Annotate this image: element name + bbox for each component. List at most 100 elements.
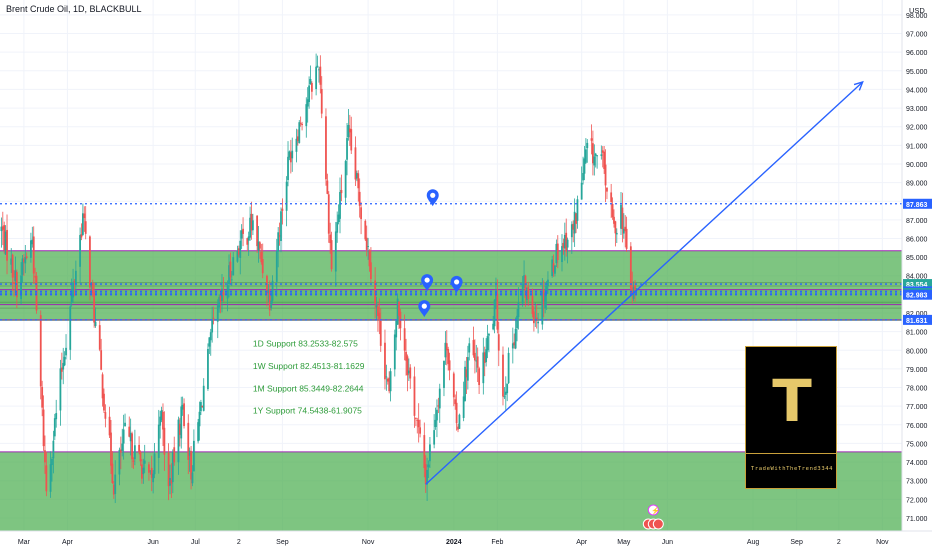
candle-down bbox=[610, 183, 613, 219]
candle-body bbox=[180, 406, 183, 439]
candle-body bbox=[403, 328, 406, 351]
candle-body bbox=[417, 419, 420, 428]
candle-body bbox=[152, 473, 155, 483]
candle-up bbox=[226, 280, 229, 312]
candle-up bbox=[554, 265, 556, 277]
candle-up bbox=[218, 294, 221, 313]
candle-body bbox=[334, 231, 337, 272]
candle-up bbox=[316, 55, 319, 68]
price-axis-bg bbox=[902, 0, 932, 550]
candle-body bbox=[138, 444, 140, 453]
candle-body bbox=[306, 99, 309, 107]
candle-down bbox=[93, 282, 96, 328]
candle-body bbox=[260, 252, 263, 263]
candle-body bbox=[377, 306, 379, 317]
candle-up bbox=[129, 418, 132, 456]
candle-body bbox=[101, 374, 104, 399]
candle-down bbox=[592, 130, 594, 176]
candle-body bbox=[506, 383, 509, 394]
candle-up bbox=[458, 413, 461, 430]
candle-up bbox=[466, 345, 469, 390]
candle-up bbox=[576, 195, 579, 229]
candle-body bbox=[44, 450, 46, 463]
candle-up bbox=[493, 299, 496, 334]
candle-body bbox=[527, 286, 530, 299]
candle-body bbox=[188, 450, 191, 456]
candle-body bbox=[416, 419, 419, 421]
candle-up bbox=[153, 443, 156, 479]
candle-body bbox=[444, 342, 447, 358]
candle-body bbox=[104, 412, 107, 419]
candle-body bbox=[457, 426, 459, 430]
candle-up bbox=[514, 317, 517, 350]
candle-down bbox=[455, 391, 458, 431]
candle-body bbox=[268, 289, 271, 311]
candle-down bbox=[624, 215, 627, 248]
candle-body bbox=[198, 411, 201, 427]
candle-up bbox=[249, 206, 251, 241]
candle-body bbox=[83, 213, 86, 219]
price-tick-label: 79.000 bbox=[906, 367, 928, 374]
price-tag-bg bbox=[903, 198, 932, 209]
candle-up bbox=[523, 260, 525, 289]
candle-down bbox=[60, 352, 63, 380]
candle-body bbox=[208, 337, 211, 347]
candle-down bbox=[409, 364, 412, 389]
candle-body bbox=[209, 332, 212, 341]
candle-body bbox=[525, 288, 528, 300]
candle-body bbox=[580, 182, 583, 200]
candle-body bbox=[20, 275, 22, 300]
watermark-caption: TradeWithTheTrend3344 bbox=[750, 466, 834, 472]
candle-down bbox=[128, 416, 131, 438]
candle-down bbox=[163, 411, 166, 471]
candle-up bbox=[236, 245, 239, 263]
candle-up bbox=[615, 228, 618, 243]
candle-body bbox=[503, 396, 506, 398]
pin-hole bbox=[424, 277, 430, 283]
candle-body bbox=[396, 298, 399, 325]
location-pin-icon bbox=[421, 274, 434, 292]
candle-body bbox=[298, 122, 301, 143]
candle-up bbox=[492, 315, 495, 331]
candle-down bbox=[222, 276, 225, 302]
candle-body bbox=[110, 432, 112, 466]
candle-body bbox=[191, 472, 194, 484]
candle-up bbox=[191, 465, 194, 487]
candle-down bbox=[260, 243, 263, 265]
candle-body bbox=[289, 152, 292, 163]
candle-up bbox=[516, 308, 518, 342]
candle-up bbox=[59, 359, 62, 426]
candle-body bbox=[517, 302, 520, 317]
candle-up bbox=[4, 225, 7, 256]
candle-down bbox=[348, 114, 351, 146]
price-tick-label: 91.000 bbox=[906, 143, 928, 150]
candle-down bbox=[42, 395, 45, 451]
candle-body bbox=[455, 402, 458, 424]
candle-up bbox=[159, 411, 162, 439]
candle-body bbox=[360, 207, 362, 220]
price-tag-label: 82.983 bbox=[906, 293, 928, 300]
candle-body bbox=[614, 221, 617, 234]
candle-up bbox=[570, 221, 573, 254]
trend-line bbox=[425, 81, 864, 485]
candle-down bbox=[301, 121, 303, 131]
candle-down bbox=[119, 436, 122, 470]
candle-body bbox=[413, 376, 416, 416]
candle-body bbox=[301, 123, 303, 126]
candle-body bbox=[576, 199, 579, 221]
candle-body bbox=[624, 226, 627, 232]
candle-up bbox=[49, 451, 52, 498]
candle-body bbox=[454, 399, 457, 405]
candle-body bbox=[405, 351, 407, 361]
candle-body bbox=[437, 405, 440, 407]
candle-down bbox=[281, 198, 284, 225]
candle-body bbox=[216, 305, 219, 322]
candle-body bbox=[473, 352, 476, 361]
candle-up bbox=[347, 109, 350, 141]
candle-down bbox=[457, 423, 459, 433]
candle-body bbox=[565, 232, 568, 252]
candle-up bbox=[315, 53, 318, 96]
price-tick-label: 90.000 bbox=[906, 162, 928, 169]
